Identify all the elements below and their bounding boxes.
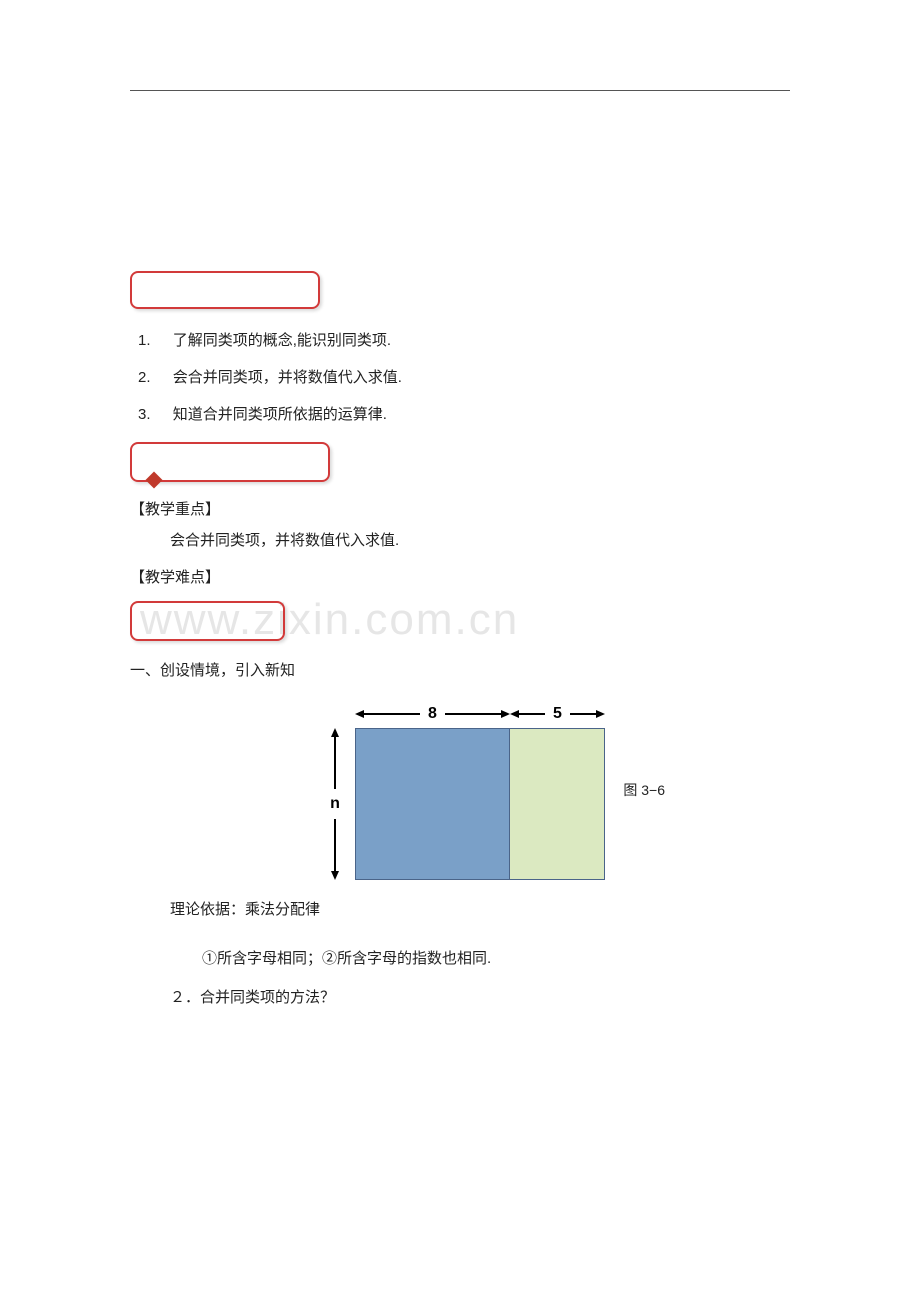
dim-label-8: 8 <box>428 705 437 723</box>
objective-item-3: 3. 知道合并同类项所依据的运算律. <box>138 401 790 428</box>
diamond-icon <box>146 472 163 489</box>
arrow-right-icon <box>596 710 605 718</box>
dim-line <box>519 713 545 715</box>
figure-label: 图 3−6 <box>623 780 665 800</box>
dim-label-n: n <box>330 795 340 813</box>
dim-line <box>570 713 596 715</box>
features-text: ①所含字母相同；②所含字母的指数也相同. <box>202 947 790 968</box>
page-container: 1. 了解同类项的概念,能识别同类项. 2. 会合并同类项，并将数值代入求值. … <box>0 0 920 1057</box>
teaching-focus-heading: 【教学重点】 <box>130 498 790 519</box>
arrow-up-icon <box>331 728 339 737</box>
method-question-text: ２．合并同类项的方法？ <box>170 986 790 1007</box>
top-rule <box>130 90 790 91</box>
arrow-left-icon <box>510 710 519 718</box>
arrow-right-icon <box>501 710 510 718</box>
dimension-left: n <box>315 728 355 880</box>
diagram-container: 8 5 n <box>130 700 790 880</box>
dim-line <box>364 713 420 715</box>
list-text: 知道合并同类项所依据的运算律. <box>173 406 387 423</box>
rect-blue <box>356 729 510 879</box>
theory-basis-text: 理论依据：乘法分配律 <box>170 898 790 919</box>
list-number: 3. <box>138 406 151 423</box>
red-callout-box-2 <box>130 442 330 482</box>
list-text: 会合并同类项，并将数值代入求值. <box>173 369 402 386</box>
red-callout-box-1 <box>130 271 320 309</box>
rect-green <box>510 729 604 879</box>
dim-line-v <box>334 819 336 871</box>
dim-segment-1: 8 <box>355 705 510 723</box>
dim-segment-2: 5 <box>510 705 605 723</box>
dim-line <box>445 713 501 715</box>
rectangles <box>355 728 605 880</box>
teaching-difficulty-heading: 【教学难点】 <box>130 566 790 587</box>
list-text: 了解同类项的概念,能识别同类项. <box>173 332 391 349</box>
arrow-down-icon <box>331 871 339 880</box>
objective-item-1: 1. 了解同类项的概念,能识别同类项. <box>138 327 790 354</box>
section-title: 一、创设情境，引入新知 <box>130 659 790 680</box>
teaching-focus-text: 会合并同类项，并将数值代入求值. <box>170 529 790 550</box>
dimension-top: 8 5 <box>355 700 605 728</box>
arrow-left-icon <box>355 710 364 718</box>
dim-line-v <box>334 737 336 789</box>
dim-label-5: 5 <box>553 705 562 723</box>
red-callout-box-3 <box>130 601 285 641</box>
list-number: 1. <box>138 332 151 349</box>
list-number: 2. <box>138 369 151 386</box>
objective-item-2: 2. 会合并同类项，并将数值代入求值. <box>138 364 790 391</box>
rectangle-diagram: 8 5 n <box>315 700 605 880</box>
